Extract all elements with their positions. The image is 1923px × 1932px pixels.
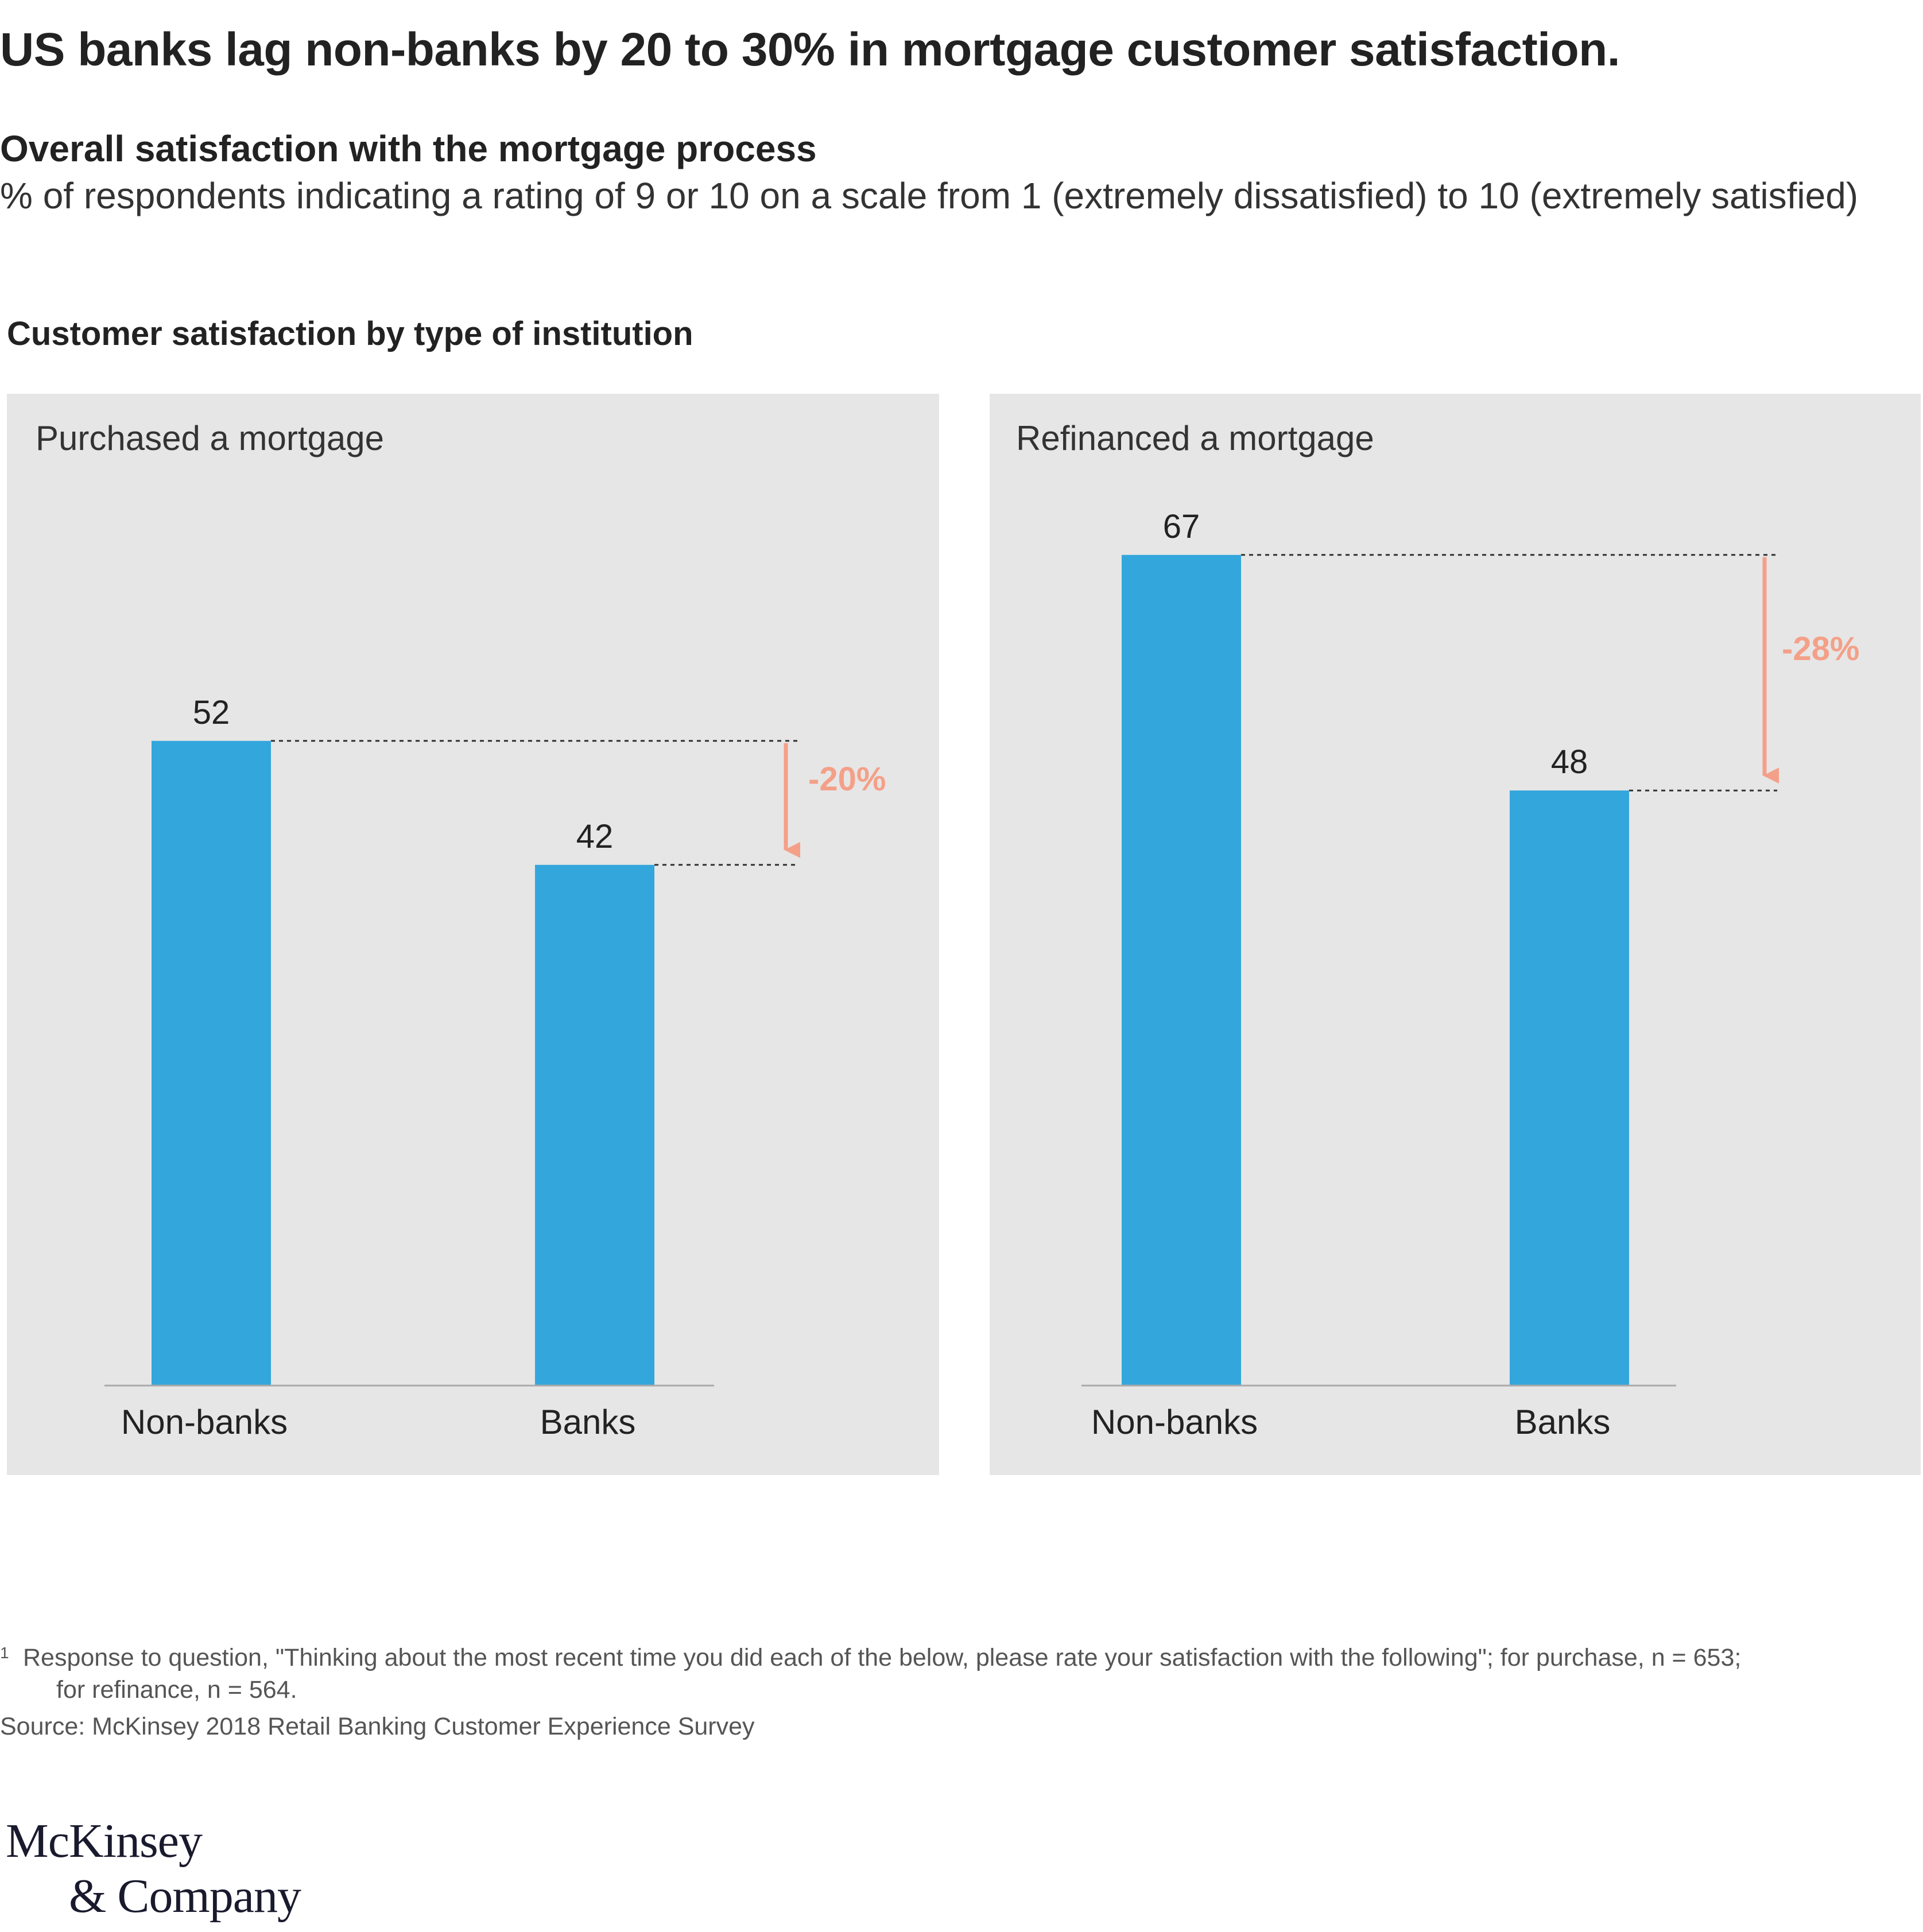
footnote: 1 Response to question, "Thinking about …	[0, 1642, 1917, 1706]
category-label: Non-banks	[1091, 1403, 1258, 1441]
data-label: 67	[1163, 508, 1200, 545]
logo-line-2: & Company	[69, 1869, 301, 1923]
chart-refinanced: Refinanced a mortgage 67 Non-banks 48 Banks -…	[1016, 419, 1859, 1441]
category-label: Non-banks	[121, 1403, 288, 1441]
panel-refinanced: Refinanced a mortgage 67 Non-banks 48 Banks -…	[990, 394, 1921, 1475]
bar-banks	[1510, 790, 1629, 1386]
chart-title: US banks lag non-banks by 20 to 30% in m…	[0, 24, 1620, 76]
panel-title: Refinanced a mortgage	[1016, 419, 1374, 457]
data-label: 48	[1551, 743, 1588, 781]
category-label: Banks	[1515, 1403, 1611, 1441]
section-label: Customer satisfaction by type of institu…	[7, 315, 693, 352]
bar-banks	[535, 864, 654, 1386]
logo-line-1: McKinsey	[6, 1814, 203, 1868]
footnote-line-1: Response to question, "Thinking about th…	[23, 1644, 1742, 1671]
footnote-marker: 1	[0, 1644, 9, 1662]
delta-label: -20%	[808, 761, 886, 798]
footnote-line-2: for refinance, n = 564.	[56, 1676, 297, 1704]
panel-title: Purchased a mortgage	[36, 419, 384, 457]
delta-label: -28%	[1782, 630, 1859, 668]
source-note: Source: McKinsey 2018 Retail Banking Cus…	[0, 1713, 755, 1740]
chart-description: % of respondents indicating a rating of …	[0, 175, 1859, 216]
panel-purchased: Purchased a mortgage 52 Non-banks 42 Banks -2…	[7, 394, 939, 1475]
bar-non-banks	[1122, 554, 1241, 1386]
chart-subtitle: Overall satisfaction with the mortgage p…	[0, 128, 817, 169]
mckinsey-logo: McKinsey & Company	[6, 1814, 301, 1924]
category-label: Banks	[540, 1403, 636, 1441]
chart-purchased: Purchased a mortgage 52 Non-banks 42 Banks -2…	[36, 419, 886, 1441]
data-label: 52	[193, 694, 230, 731]
bar-non-banks	[152, 740, 271, 1386]
data-label: 42	[576, 818, 614, 855]
